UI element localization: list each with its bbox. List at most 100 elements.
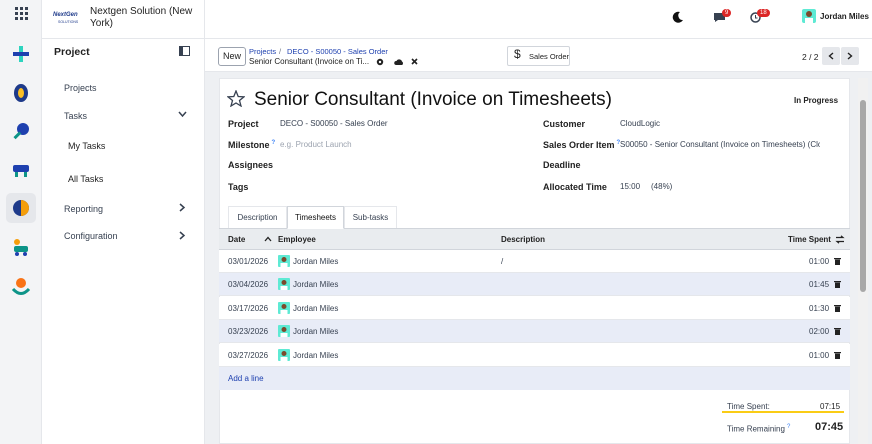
- field-label: Sales Order Item?: [543, 140, 620, 150]
- column-header[interactable]: Time Spent: [788, 235, 831, 244]
- delete-icon[interactable]: [834, 280, 841, 289]
- app-icon[interactable]: [11, 159, 31, 179]
- theme-toggle[interactable]: [672, 11, 684, 23]
- menu-item[interactable]: All Tasks: [68, 174, 104, 184]
- table-row[interactable]: 03/17/2026 Jordan Miles 01:30: [219, 296, 850, 320]
- smart-button-label[interactable]: Sales Order: [529, 52, 570, 61]
- cell-date[interactable]: 03/23/2026: [228, 327, 269, 337]
- field-label: Deadline: [543, 160, 581, 170]
- delete-icon[interactable]: [834, 257, 841, 265]
- pager-next[interactable]: [841, 47, 859, 65]
- table-row[interactable]: 03/23/2026 Jordan Miles 02:00: [219, 320, 850, 344]
- tab[interactable]: Description: [228, 206, 287, 228]
- cell-description[interactable]: /: [501, 257, 504, 266]
- stage[interactable]: In Progress: [794, 96, 839, 105]
- help-marker[interactable]: ?: [786, 424, 791, 430]
- scroll-thumb[interactable]: [860, 100, 866, 292]
- column-header[interactable]: Employee: [278, 235, 316, 244]
- avatar[interactable]: [802, 9, 816, 23]
- apps-icon[interactable]: [15, 7, 28, 20]
- field-value[interactable]: DECO - S00050 - Sales Order: [280, 119, 388, 128]
- field-label: Milestone?: [228, 140, 275, 150]
- cell-time[interactable]: 01:00: [809, 350, 830, 360]
- cell-time[interactable]: 02:00: [809, 327, 830, 337]
- save-icon[interactable]: [394, 58, 404, 66]
- task-title[interactable]: Senior Consultant (Invoice on Timesheets…: [254, 89, 613, 110]
- discard-icon[interactable]: [411, 58, 418, 65]
- menu-item[interactable]: Configuration: [64, 231, 118, 241]
- app-icon[interactable]: [11, 121, 31, 141]
- column-header[interactable]: Date: [228, 235, 246, 244]
- table-row[interactable]: 03/01/2026 Jordan Miles / 01:00: [219, 250, 850, 273]
- table-row[interactable]: 03/04/2026 Jordan Miles 01:45: [219, 273, 850, 297]
- cell-date[interactable]: 03/17/2026: [228, 303, 269, 313]
- cell-time[interactable]: 01:45: [809, 280, 830, 290]
- avatar: [278, 278, 290, 291]
- favorite-star[interactable]: [227, 90, 245, 107]
- field-label: Allocated Time: [543, 182, 607, 192]
- table-header: [219, 229, 850, 250]
- cell-time[interactable]: 01:00: [809, 257, 830, 266]
- app-icon[interactable]: [11, 237, 31, 257]
- menu-item[interactable]: Tasks: [64, 111, 88, 121]
- new-button[interactable]: New: [218, 47, 246, 66]
- sidebar-title: Project: [54, 46, 90, 58]
- help-marker[interactable]: ?: [271, 140, 276, 146]
- field-label: Project: [228, 119, 259, 129]
- smart-button[interactable]: [507, 46, 570, 66]
- cell-employee[interactable]: Jordan Miles: [293, 303, 339, 313]
- menu-item[interactable]: Projects: [64, 83, 97, 93]
- add-line[interactable]: Add a line: [228, 374, 264, 383]
- company-name[interactable]: Nextgen Solution (New York): [90, 6, 193, 29]
- cell-date[interactable]: 03/27/2026: [228, 350, 269, 360]
- sort-icon[interactable]: [264, 236, 272, 242]
- logo: NextGen: [53, 12, 78, 18]
- breadcrumb[interactable]: Projects: [249, 47, 277, 56]
- app-icon[interactable]: [11, 198, 31, 218]
- column-header[interactable]: Description: [501, 235, 546, 244]
- field-value[interactable]: S00050 - Senior Consultant (Invoice on T…: [620, 140, 820, 149]
- delete-icon[interactable]: [834, 327, 841, 336]
- table-row[interactable]: 03/27/2026 Jordan Miles 01:00: [219, 343, 850, 367]
- field-value[interactable]: 15:00: [620, 182, 641, 191]
- cell-employee[interactable]: Jordan Miles: [293, 327, 339, 337]
- user-name[interactable]: Jordan Miles: [820, 12, 869, 21]
- badge: 9: [722, 9, 732, 17]
- tabs-line: [219, 228, 850, 229]
- optional-columns[interactable]: [835, 235, 845, 244]
- chevron-right[interactable]: [179, 231, 186, 240]
- app-icon[interactable]: [11, 83, 31, 103]
- cell-employee[interactable]: Jordan Miles: [293, 350, 339, 360]
- cell-employee[interactable]: Jordan Miles: [293, 280, 339, 290]
- chevron-right[interactable]: [179, 203, 186, 212]
- cell-date[interactable]: 03/01/2026: [228, 257, 269, 266]
- cell-date[interactable]: 03/04/2026: [228, 280, 269, 290]
- pager-prev[interactable]: [822, 47, 840, 65]
- avatar: [278, 255, 290, 267]
- menu-item[interactable]: My Tasks: [68, 141, 106, 151]
- pager[interactable]: 2 / 2: [802, 52, 819, 62]
- field-label: Customer: [543, 119, 586, 129]
- breadcrumb[interactable]: DECO - S00050 - Sales Order: [287, 47, 388, 56]
- tab-active[interactable]: Timesheets: [287, 206, 344, 229]
- menu-item[interactable]: Reporting: [64, 204, 104, 214]
- avatar: [278, 301, 290, 314]
- help-marker[interactable]: ?: [616, 140, 621, 146]
- avatar: [278, 325, 290, 338]
- field-value[interactable]: CloudLogic: [620, 119, 661, 128]
- total-value: 07:45: [815, 421, 844, 433]
- cell-time[interactable]: 01:30: [809, 303, 830, 313]
- settings-icon[interactable]: [376, 58, 384, 66]
- app-icon[interactable]: [11, 276, 31, 296]
- activities-icon[interactable]: [750, 12, 761, 23]
- highlight: [722, 411, 844, 413]
- delete-icon[interactable]: [834, 304, 841, 312]
- cell-employee[interactable]: Jordan Miles: [293, 257, 339, 266]
- app-icon[interactable]: [11, 44, 31, 64]
- field-placeholder[interactable]: e.g. Product Launch: [280, 140, 352, 149]
- chevron-down[interactable]: [178, 111, 187, 118]
- delete-icon[interactable]: [834, 351, 841, 359]
- tab[interactable]: Sub-tasks: [344, 206, 397, 228]
- sidebar-toggle[interactable]: [179, 46, 190, 56]
- field-label: Assignees: [228, 160, 274, 170]
